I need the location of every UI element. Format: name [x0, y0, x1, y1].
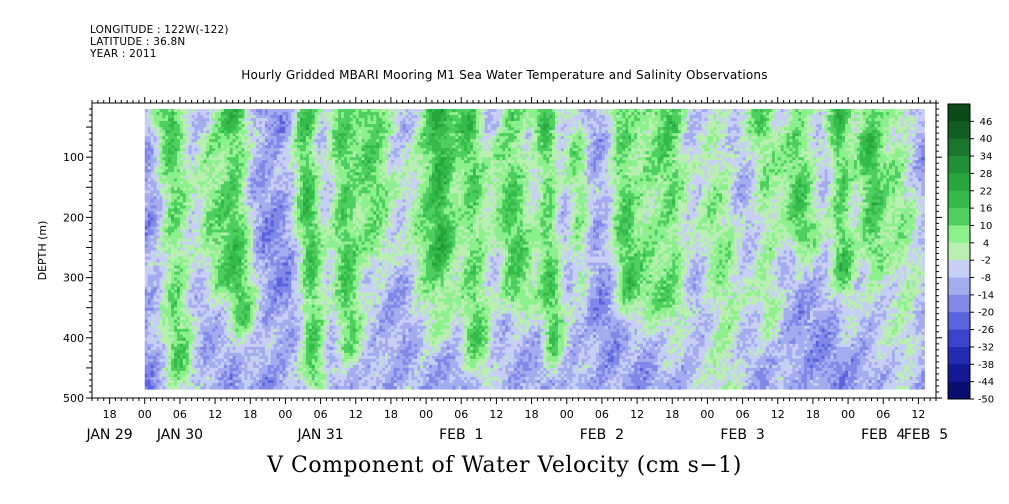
colorbar-swatch — [948, 104, 970, 122]
colorbar-swatch — [948, 208, 970, 226]
x-date-label: FEB 5 — [904, 427, 948, 443]
colorbar-label: -2 — [981, 256, 991, 267]
x-hour-tick-label: 12 — [489, 408, 503, 421]
colorbar-label: 22 — [980, 186, 993, 197]
colorbar-label: -26 — [978, 325, 994, 336]
x-date-label: JAN 29 — [85, 427, 132, 443]
x-hour-tick-label: 18 — [243, 408, 257, 421]
colorbar-label: 16 — [980, 204, 993, 215]
x-date-label: JAN 30 — [156, 427, 203, 443]
x-hour-tick-label: 18 — [806, 408, 820, 421]
x-date-label: FEB 2 — [580, 427, 624, 443]
x-hour-tick-label: 18 — [665, 408, 679, 421]
colorbar-swatch — [948, 173, 970, 191]
x-hour-tick-label: 00 — [841, 408, 855, 421]
colorbar-swatch — [948, 225, 970, 243]
colorbar: 46 40 34 28 22 16 10 4 -2 -8 -14 -20 -26 -32 -38 -44 -50 — [948, 104, 994, 406]
heatmap-field — [145, 109, 925, 390]
x-hour-tick-label: 18 — [103, 408, 117, 421]
colorbar-label: 10 — [980, 221, 993, 232]
x-hour-tick-label: 12 — [771, 408, 785, 421]
colorbar-label: -44 — [978, 377, 994, 388]
x-hour-tick-label: 12 — [630, 408, 644, 421]
y-tick-label: 100 — [63, 151, 84, 164]
x-hour-tick-label: 00 — [419, 408, 433, 421]
y-tick-label: 200 — [63, 211, 84, 224]
colorbar-swatch — [948, 121, 970, 139]
colorbar-label: -50 — [978, 395, 994, 406]
x-hour-tick-label: 06 — [173, 408, 187, 421]
x-hour-tick-label: 18 — [384, 408, 398, 421]
colorbar-label: -20 — [978, 308, 994, 319]
colorbar-swatch — [948, 312, 970, 330]
x-hour-tick-label: 12 — [349, 408, 363, 421]
x-hour-tick-label: 06 — [314, 408, 328, 421]
colorbar-swatch — [948, 364, 970, 382]
y-tick-label: 500 — [63, 392, 84, 405]
x-hour-tick-label: 12 — [208, 408, 222, 421]
colorbar-label: -32 — [978, 342, 994, 353]
x-hour-tick-label: 06 — [595, 408, 609, 421]
x-hour-tick-label: 00 — [560, 408, 574, 421]
x-hour-tick-label: 18 — [525, 408, 539, 421]
x-date-label: FEB 4 — [861, 427, 905, 443]
colorbar-label: 40 — [980, 134, 993, 145]
x-hour-tick-label: 06 — [736, 408, 750, 421]
colorbar-label: 4 — [983, 238, 989, 249]
x-hour-tick-label: 12 — [911, 408, 925, 421]
x-hour-tick-label: 06 — [454, 408, 468, 421]
colorbar-swatch — [948, 330, 970, 348]
colorbar-swatch — [948, 295, 970, 313]
colorbar-label: 46 — [980, 117, 993, 128]
y-tick-label: 400 — [63, 332, 84, 345]
colorbar-label: -14 — [978, 290, 994, 301]
x-date-label: FEB 3 — [720, 427, 764, 443]
colorbar-label: 34 — [980, 152, 993, 163]
colorbar-swatch — [948, 243, 970, 261]
colorbar-swatch — [948, 191, 970, 209]
colorbar-label: -38 — [978, 360, 994, 371]
x-date-label: JAN 31 — [296, 427, 343, 443]
x-hour-tick-label: 06 — [876, 408, 890, 421]
colorbar-swatch — [948, 260, 970, 278]
colorbar-swatch — [948, 278, 970, 296]
colorbar-label: 28 — [980, 169, 993, 180]
colorbar-label: -8 — [981, 273, 991, 284]
colorbar-swatch — [948, 347, 970, 365]
colorbar-swatch — [948, 156, 970, 174]
y-axis-label: DEPTH (m) — [36, 221, 49, 281]
x-axis-label: V Component of Water Velocity (cm s−1) — [0, 453, 1009, 478]
colorbar-swatch — [948, 382, 970, 400]
y-tick-label: 300 — [63, 272, 84, 285]
x-hour-tick-label: 00 — [278, 408, 292, 421]
x-hour-tick-label: 00 — [700, 408, 714, 421]
x-hour-tick-label: 00 — [138, 408, 152, 421]
colorbar-swatch — [948, 139, 970, 157]
x-date-label: FEB 1 — [439, 427, 483, 443]
